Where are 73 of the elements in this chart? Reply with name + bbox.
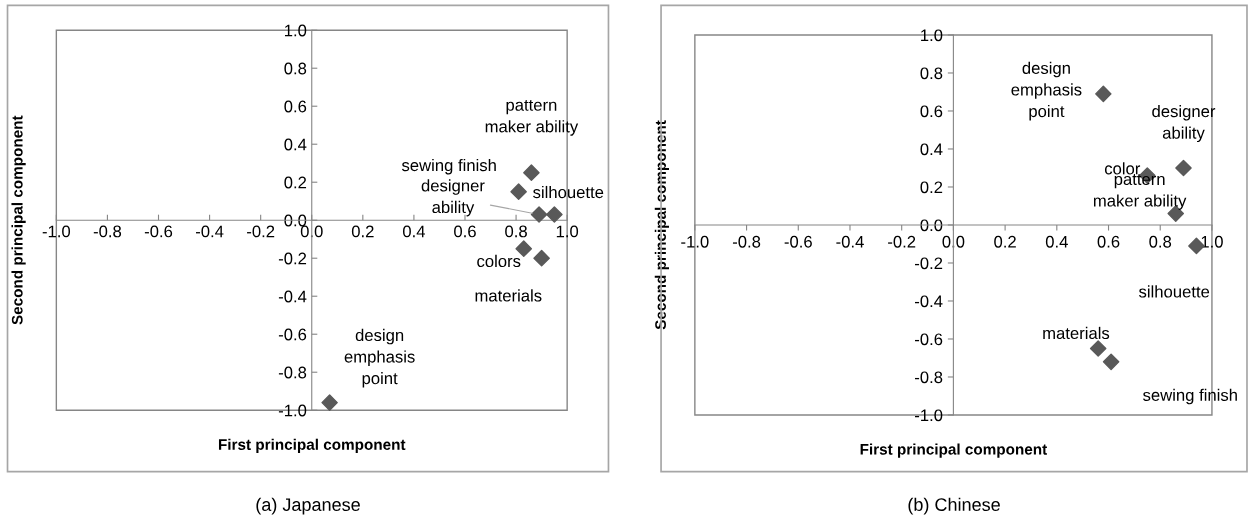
x-tick-label: 0.0 <box>942 235 965 248</box>
y-tick-label: -0.8 <box>278 366 307 379</box>
y-tick-label: -0.6 <box>278 328 307 341</box>
annotation: designer ability <box>421 179 485 217</box>
annotation: silhouette <box>533 185 604 199</box>
annotation: sewing finish <box>1143 388 1237 405</box>
x-tick-label: 0.0 <box>300 225 323 238</box>
x-tick-label: -0.6 <box>144 225 173 238</box>
text: (a) Japanese <box>256 497 360 515</box>
x-tick-label: -0.6 <box>784 235 812 248</box>
annotation: designer ability <box>1152 104 1216 143</box>
point <box>510 183 527 201</box>
y-tick-label: 0.2 <box>920 181 943 194</box>
annotation: materials <box>475 289 542 302</box>
point <box>530 206 548 223</box>
x-tick-label: 0.4 <box>1045 235 1068 248</box>
x-tick-label: -0.2 <box>888 235 916 248</box>
y-tick-label: 0.6 <box>920 105 943 118</box>
y-tick-label: -1.0 <box>915 409 943 422</box>
x-tick-label: -0.4 <box>195 225 224 238</box>
annotation: pattern maker ability <box>485 99 579 136</box>
y-tick-label: 0.4 <box>920 143 943 156</box>
annotation: color <box>1104 162 1141 175</box>
y-tick-label: -0.4 <box>915 295 943 308</box>
y-tick-label: 0.2 <box>284 176 307 189</box>
x-tick-label: 0.4 <box>402 225 426 238</box>
annotation: design emphasis point <box>344 328 415 388</box>
point <box>321 394 338 411</box>
y-tick-label: -0.2 <box>915 257 943 270</box>
text: (b) Chinese <box>908 497 1000 515</box>
y-tick-label: 0.0 <box>284 214 307 227</box>
y-axis-title: Second principal component <box>654 120 670 330</box>
x-tick-label: -0.4 <box>836 235 864 248</box>
x-tick-label: -1.0 <box>42 225 71 238</box>
point <box>1089 340 1107 357</box>
x-tick-label: -0.8 <box>732 235 761 248</box>
y-tick-label: -0.8 <box>915 371 943 384</box>
x-tick-label: 0.2 <box>994 235 1016 248</box>
point <box>533 249 550 267</box>
y-tick-label: 1.0 <box>921 29 943 42</box>
x-tick-label: 1.0 <box>1201 235 1223 248</box>
y-tick-label: 0.8 <box>284 62 307 75</box>
x-tick-label: 0.8 <box>1149 235 1172 248</box>
annotation: pattern maker ability <box>1093 174 1187 210</box>
y-tick-label: 0.8 <box>920 67 943 80</box>
y-tick-label: -1.0 <box>278 404 307 417</box>
x-tick-label: -0.2 <box>247 225 275 238</box>
x-tick-label: 0.6 <box>1097 235 1120 248</box>
x-axis-title: First principal component <box>218 438 406 453</box>
point <box>1102 353 1120 371</box>
y-tick-label: -0.2 <box>278 252 307 265</box>
y-tick-label: -0.4 <box>278 290 307 303</box>
x-tick-label: 0.6 <box>454 225 476 238</box>
y-tick-label: -0.6 <box>915 333 943 346</box>
x-tick-label: -1.0 <box>681 235 709 248</box>
point <box>1095 85 1112 103</box>
annotation: silhouette <box>1138 285 1210 298</box>
point <box>1175 159 1192 177</box>
x-axis-title: First principal component <box>860 443 1048 458</box>
annotation: design emphasis point <box>1011 61 1082 121</box>
point <box>523 164 540 182</box>
y-tick-label: 0.4 <box>284 138 307 151</box>
x-tick-label: 0.8 <box>505 225 527 238</box>
point <box>546 206 563 223</box>
x-tick-label: 1.0 <box>556 225 579 238</box>
y-tick-label: 0.6 <box>284 100 307 113</box>
annotation: colors <box>477 254 521 268</box>
x-tick-label: -0.8 <box>93 225 122 238</box>
y-axis-title: Second principal component <box>11 115 26 325</box>
y-tick-label: 1.0 <box>284 24 307 37</box>
x-tick-label: 0.2 <box>351 225 374 238</box>
annotation: sewing finish <box>401 158 496 175</box>
annotation: materials <box>1043 326 1110 340</box>
